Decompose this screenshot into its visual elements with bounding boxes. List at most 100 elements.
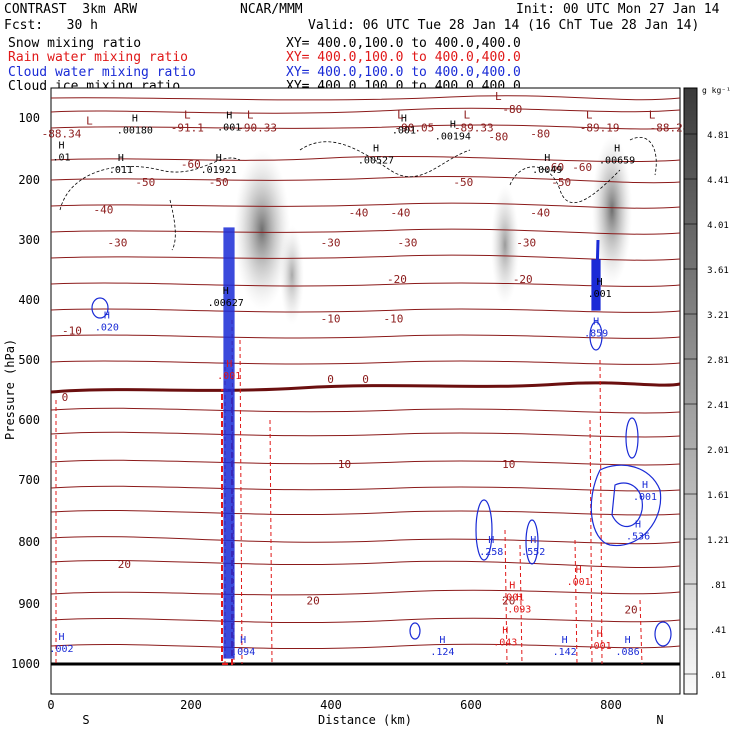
cloud-water-contours: [91, 227, 672, 659]
y-tick-label: 800: [18, 535, 40, 549]
isotherm-label: -90.33: [237, 121, 277, 134]
high-value-label: .001: [500, 592, 524, 603]
high-value-label: .001: [633, 492, 657, 503]
high-value-label: .00194: [435, 131, 471, 142]
isotherm-label: -90.05: [395, 121, 435, 134]
high-value-label: .001: [217, 371, 241, 382]
isotherm-label: 0: [327, 373, 334, 386]
high-value-label: .00180: [117, 125, 153, 136]
low-marker: L: [649, 108, 656, 121]
high-marker: H: [132, 113, 138, 124]
isotherm-labels: -90.33 -91.1 -88.34 -90.05 -89.33 -89.19 -88.2…: [42, 103, 690, 616]
isotherm-label: -80: [488, 131, 508, 144]
isotherm-label: -10: [62, 325, 82, 338]
high-marker: H: [439, 635, 445, 646]
high-value-label: .001: [217, 122, 241, 133]
high-marker: H: [373, 144, 379, 155]
y-tick-label: 900: [18, 597, 40, 611]
colorbar-tick-label: 2.81: [707, 356, 729, 366]
low-marker: L: [86, 114, 93, 127]
isotherm-label: -80: [530, 127, 550, 140]
high-marker: H: [597, 277, 603, 288]
high-marker: H: [502, 626, 508, 637]
isotherm-label: -10: [384, 312, 404, 325]
y-axis: 100 200 300 400 500 600 700 800 900 1000: [11, 111, 40, 671]
high-value-label: .093: [507, 604, 531, 615]
high-marker: H: [488, 535, 494, 546]
high-value-label: .01921: [201, 165, 237, 176]
high-marker: H: [240, 635, 246, 646]
high-value-label: .001: [567, 577, 591, 588]
high-marker: H: [223, 286, 229, 297]
x-tick-label: 0: [47, 698, 54, 712]
colorbar-tick-label: .81: [710, 581, 726, 591]
x-tick-label: 600: [460, 698, 482, 712]
high-marker: H: [576, 565, 582, 576]
high-value-label: .094: [231, 647, 255, 658]
high-marker: H: [58, 632, 64, 643]
isotherm-label: -40: [391, 206, 411, 219]
colorbar: [683, 87, 698, 695]
isotherm-label: -50: [453, 176, 473, 189]
isotherm-label: -60: [572, 161, 592, 174]
isotherm-label: -20: [513, 273, 533, 286]
low-markers: L L L L L L L L: [86, 90, 656, 127]
isotherm-label: -88.24: [650, 121, 690, 134]
x-end-label-north: N: [656, 713, 663, 727]
colorbar-tick-label: 4.81: [707, 131, 729, 141]
high-marker: H: [530, 535, 536, 546]
isotherm-label: 10: [502, 458, 515, 471]
high-marker: H: [597, 629, 603, 640]
high-value-label: .0049: [532, 165, 562, 176]
y-tick-label: 500: [18, 353, 40, 367]
isotherm-label: 0: [62, 391, 69, 404]
high-value-label: .124: [430, 647, 454, 658]
colorbar-tick-label: 4.01: [707, 221, 729, 231]
colorbar-tick-label: 3.61: [707, 266, 729, 276]
high-marker: H: [226, 110, 232, 121]
init-time: Init: 00 UTC Mon 27 Jan 14: [516, 2, 720, 17]
high-value-label: .00527: [358, 156, 394, 167]
isotherm-label: -80: [502, 103, 522, 116]
high-marker: H: [58, 141, 64, 152]
isotherm-label: -50: [551, 176, 571, 189]
isotherm-label: -20: [387, 273, 407, 286]
y-tick-label: 400: [18, 293, 40, 307]
isotherm-label: -30: [397, 237, 417, 250]
field-xy-cloudwater: XY= 400.0,100.0 to 400.0,400.0: [286, 65, 521, 80]
x-tick-label: 800: [600, 698, 622, 712]
snow-plume-right: [592, 135, 632, 285]
isotherm-lines: [50, 95, 681, 650]
high-value-label: .002: [49, 644, 73, 655]
colorbar-tick-label: 3.21: [707, 311, 729, 321]
isotherm-label: -30: [516, 237, 536, 250]
high-marker: H: [562, 635, 568, 646]
high-value-label: .043: [493, 638, 517, 649]
high-value-label: .01: [52, 153, 70, 164]
isotherm-label: -89.33: [454, 121, 494, 134]
x-tick-label: 400: [320, 698, 342, 712]
low-marker: L: [464, 108, 471, 121]
y-tick-label: 100: [18, 111, 40, 125]
high-value-label: .142: [553, 647, 577, 658]
high-value-label: .001: [588, 641, 612, 652]
isotherm-label: 0: [362, 373, 369, 386]
high-marker: H: [625, 635, 631, 646]
high-marker: H: [216, 153, 222, 164]
x-axis-label: Distance (km): [318, 713, 412, 727]
high-value-label: .001: [588, 289, 612, 300]
snow-plume-mid: [491, 185, 519, 305]
x-end-label-south: S: [82, 713, 89, 727]
y-tick-label: 200: [18, 173, 40, 187]
high-marker: H: [118, 153, 124, 164]
isotherm-label: -50: [135, 176, 155, 189]
isotherm-label: -30: [321, 237, 341, 250]
freezing-level-line: [50, 381, 681, 394]
y-tick-label: 700: [18, 473, 40, 487]
y-tick-label: 1000: [11, 657, 40, 671]
colorbar-tick-label: .41: [710, 626, 726, 636]
isotherm-label: -60: [544, 161, 564, 174]
low-marker: L: [495, 90, 502, 103]
high-value-label: .011: [109, 165, 133, 176]
field-name-rain: Rain water mixing ratio: [8, 50, 189, 65]
